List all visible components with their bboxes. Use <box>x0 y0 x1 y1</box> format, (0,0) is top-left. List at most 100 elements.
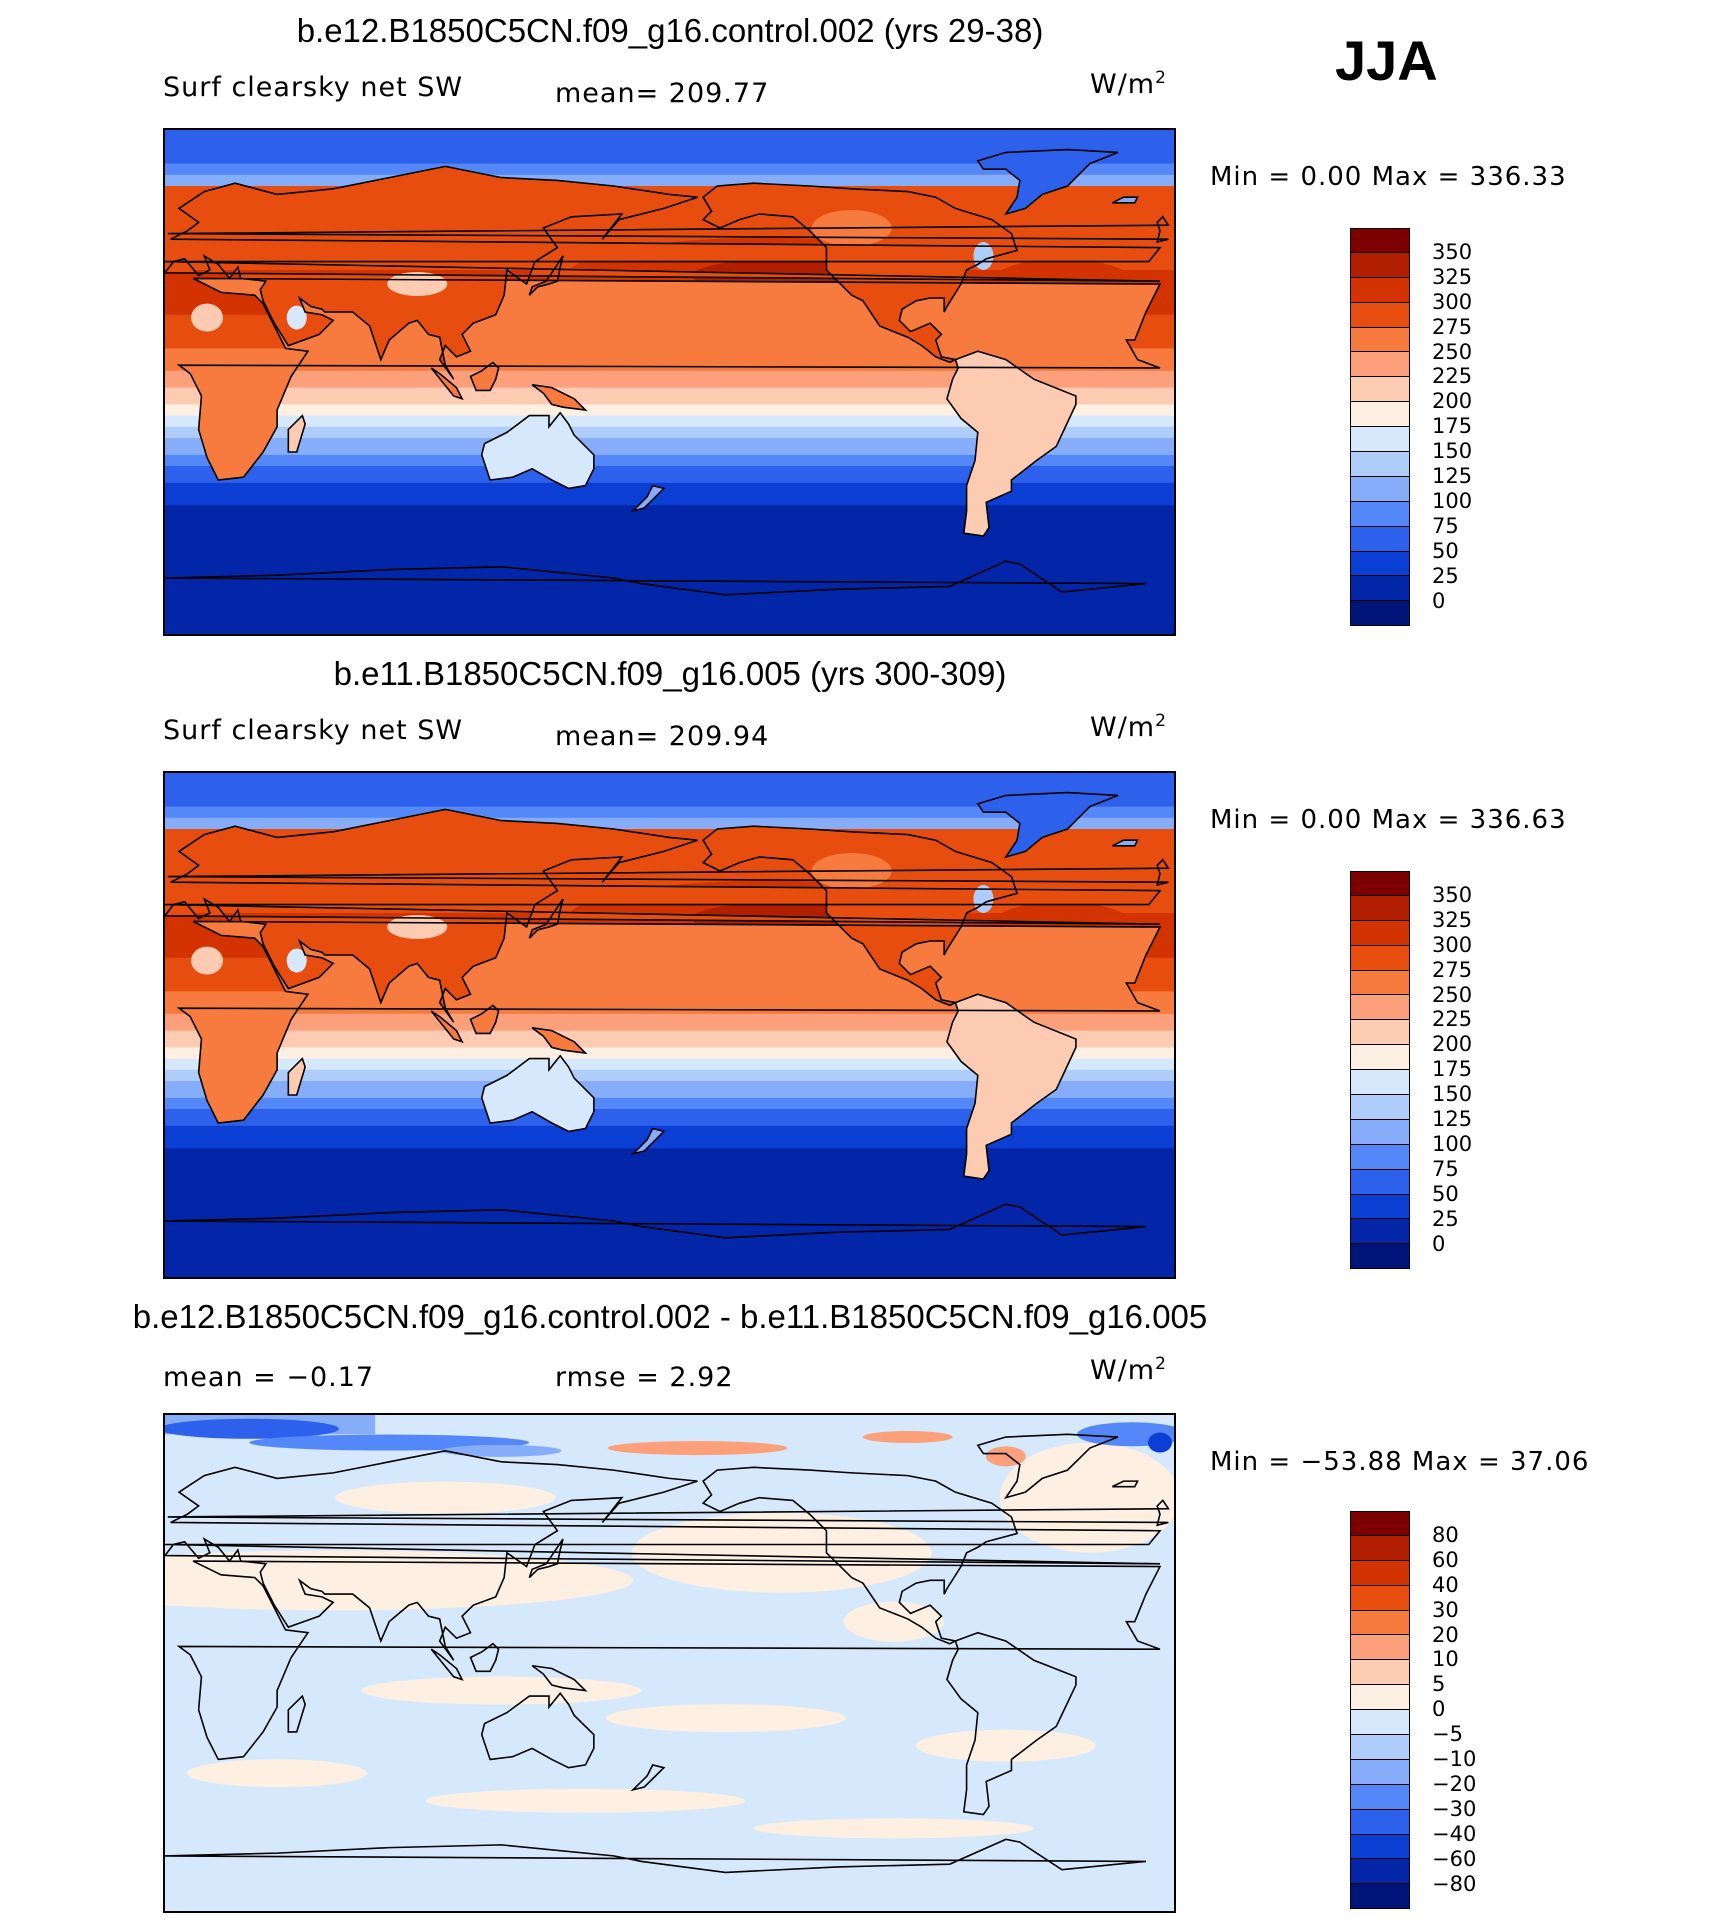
colorbar-tick-label: 5 <box>1432 1672 1446 1697</box>
colorbar-segment <box>1350 945 1410 971</box>
colorbar-tick-label: 40 <box>1432 1572 1459 1597</box>
panel-1-heatmap <box>165 130 1174 634</box>
colorbar-segment <box>1350 1070 1410 1096</box>
colorbar-segment <box>1350 871 1410 896</box>
colorbar-tick-label: 325 <box>1432 907 1473 932</box>
colorbar-tick-label: 175 <box>1432 414 1473 439</box>
panel-1-units: W/m2 <box>1090 68 1167 100</box>
panel-3-units: W/m2 <box>1090 1354 1167 1386</box>
colorbar-segment <box>1350 995 1410 1021</box>
colorbar-segment <box>1350 427 1410 453</box>
colorbar-segment <box>1350 1884 1410 1910</box>
panel-2-colorbar: 350 325 300 275 250 225 200 175 150 125 100 75 50 25 0 <box>1350 871 1472 1270</box>
colorbar-tick-label: 75 <box>1432 1156 1459 1181</box>
panel-3-mean: mean = −0.17 <box>163 1362 375 1393</box>
colorbar-tick-label: 30 <box>1432 1597 1459 1622</box>
panel-2-map <box>163 771 1176 1279</box>
colorbar-segment <box>1350 576 1410 602</box>
colorbar-segment <box>1350 526 1410 552</box>
colorbar-segment <box>1350 1020 1410 1046</box>
colorbar-tick-label: −80 <box>1432 1871 1477 1896</box>
colorbar-segment <box>1350 1560 1410 1586</box>
colorbar-segment <box>1350 1194 1410 1220</box>
colorbar-segment <box>1350 302 1410 328</box>
colorbar-tick-label: −20 <box>1432 1771 1477 1796</box>
colorbar-tick-label: 225 <box>1432 1007 1473 1032</box>
colorbar-segment <box>1350 1834 1410 1860</box>
colorbar-tick-label: 350 <box>1432 882 1473 907</box>
panel-1-colorbar: 350 325 300 275 250 225 200 175 150 125 100 75 50 25 0 <box>1350 228 1472 627</box>
colorbar-segment <box>1350 920 1410 946</box>
colorbar-tick-label: 325 <box>1432 264 1473 289</box>
colorbar-segment <box>1350 1660 1410 1686</box>
colorbar-tick-label: 350 <box>1432 239 1473 264</box>
season-label: JJA <box>1335 29 1438 92</box>
colorbar-segment <box>1350 1169 1410 1195</box>
colorbar-tick-label: 300 <box>1432 932 1473 957</box>
colorbar-segment <box>1350 1095 1410 1120</box>
colorbar-tick-label: 0 <box>1432 588 1446 613</box>
colorbar-segment <box>1350 501 1410 527</box>
colorbar-tick-label: −10 <box>1432 1747 1477 1771</box>
colorbar-segment <box>1350 1610 1410 1636</box>
colorbar-segment <box>1350 352 1410 378</box>
colorbar-segment <box>1350 551 1410 577</box>
colorbar-segment <box>1350 1784 1410 1810</box>
colorbar-tick-label: 200 <box>1432 389 1473 414</box>
colorbar-tick-label: −60 <box>1432 1846 1477 1871</box>
colorbar-segment <box>1350 327 1410 353</box>
panel-1-mean: mean= 209.77 <box>555 78 770 109</box>
panel-2-field-label: Surf clearsky net SW <box>163 715 464 746</box>
colorbar-segment <box>1350 895 1410 921</box>
colorbar-tick-label: 250 <box>1432 339 1473 364</box>
colorbar-tick-label: 20 <box>1432 1622 1459 1647</box>
colorbar-tick-label: 300 <box>1432 289 1473 314</box>
colorbar-tick-label: 75 <box>1432 513 1459 538</box>
colorbar-tick-label: 200 <box>1432 1032 1473 1057</box>
colorbar-tick-label: 60 <box>1432 1547 1459 1572</box>
panel-3-rmse: rmse = 2.92 <box>555 1362 734 1393</box>
colorbar-segment <box>1350 377 1410 403</box>
panel-2-heatmap <box>165 773 1174 1277</box>
colorbar-tick-label: 10 <box>1432 1647 1459 1672</box>
colorbar-segment <box>1350 970 1410 996</box>
colorbar-tick-label: −30 <box>1432 1796 1477 1821</box>
colorbar-segment <box>1350 1535 1410 1561</box>
colorbar-tick-label: 125 <box>1432 464 1473 488</box>
panel-3-heatmap <box>165 1415 1174 1911</box>
colorbar-tick-label: 50 <box>1432 538 1459 563</box>
colorbar-segment <box>1350 1045 1410 1071</box>
panel-3-minmax: Min = −53.88 Max = 37.06 <box>1210 1447 1590 1477</box>
panel-3-map <box>163 1413 1176 1913</box>
panel-1-map <box>163 128 1176 636</box>
colorbar-segment <box>1350 1144 1410 1170</box>
colorbar-tick-label: 225 <box>1432 364 1473 389</box>
colorbar-segment <box>1350 277 1410 303</box>
colorbar-tick-label: 100 <box>1432 488 1473 513</box>
colorbar-segment <box>1350 1511 1410 1536</box>
colorbar-tick-label: 275 <box>1432 957 1473 982</box>
colorbar-segment <box>1350 1809 1410 1835</box>
colorbar-tick-label: 125 <box>1432 1107 1473 1131</box>
colorbar-segment <box>1350 1119 1410 1145</box>
colorbar-tick-label: 275 <box>1432 314 1473 339</box>
colorbar-tick-label: 25 <box>1432 1206 1459 1231</box>
colorbar-tick-label: 50 <box>1432 1181 1459 1206</box>
colorbar-tick-label: 80 <box>1432 1522 1459 1547</box>
colorbar-tick-label: 0 <box>1432 1697 1446 1722</box>
colorbar-tick-label: 25 <box>1432 563 1459 588</box>
colorbar-tick-label: 175 <box>1432 1057 1473 1082</box>
colorbar-segment <box>1350 1759 1410 1785</box>
colorbar-tick-label: −5 <box>1432 1722 1463 1747</box>
colorbar-segment <box>1350 1710 1410 1736</box>
colorbar-segment <box>1350 252 1410 278</box>
panel-2-units: W/m2 <box>1090 711 1167 743</box>
panel-1-title: b.e12.B1850C5CN.f09_g16.control.002 (yrs… <box>296 12 1044 49</box>
colorbar-tick-label: 100 <box>1432 1131 1473 1156</box>
colorbar-segment <box>1350 476 1410 502</box>
panel-1-minmax: Min = 0.00 Max = 336.33 <box>1210 162 1567 192</box>
colorbar-segment <box>1350 452 1410 477</box>
colorbar-segment <box>1350 1735 1410 1760</box>
colorbar-segment <box>1350 228 1410 253</box>
panel-2-mean: mean= 209.94 <box>555 721 770 752</box>
